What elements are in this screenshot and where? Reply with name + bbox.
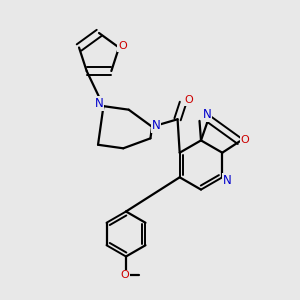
Text: O: O — [184, 95, 193, 105]
Text: N: N — [152, 119, 160, 132]
Text: O: O — [241, 135, 250, 145]
Text: O: O — [121, 270, 130, 280]
Text: O: O — [118, 41, 127, 51]
Text: N: N — [223, 174, 232, 187]
Text: N: N — [202, 108, 211, 121]
Text: N: N — [94, 97, 103, 110]
